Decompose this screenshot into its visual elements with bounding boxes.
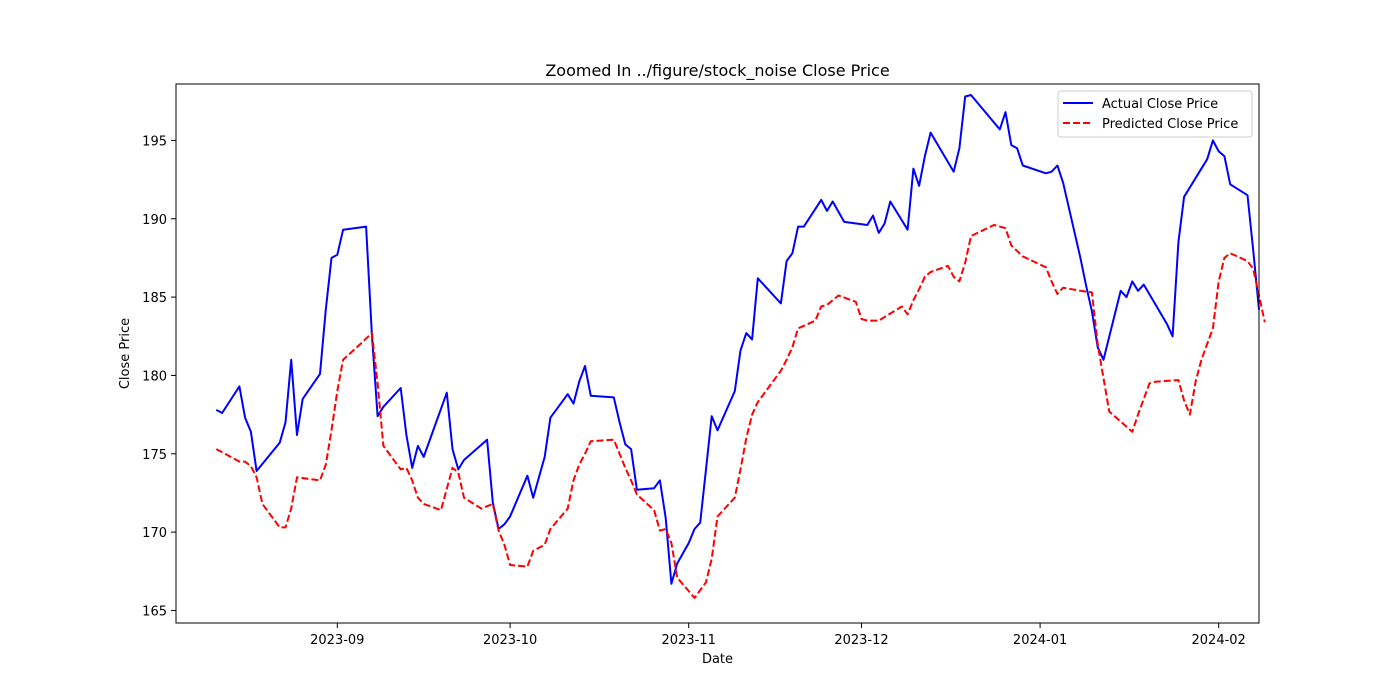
- x-tick-label: 2024-02: [1192, 633, 1246, 648]
- legend-label-predicted: Predicted Close Price: [1102, 117, 1238, 132]
- legend-label-actual: Actual Close Price: [1102, 97, 1218, 112]
- x-axis-label: Date: [702, 652, 733, 667]
- y-tick-label: 165: [142, 604, 167, 619]
- y-tick-label: 190: [142, 213, 167, 228]
- y-tick-label: 170: [142, 526, 167, 541]
- x-axis: 2023-09 2023-10 2023-11 2023-12 2024-01 2024-…: [310, 623, 1246, 648]
- x-tick-label: 2023-09: [310, 633, 364, 648]
- y-tick-label: 180: [142, 369, 167, 384]
- series-line-predicted: [215, 224, 1266, 599]
- x-tick-label: 2024-01: [1013, 633, 1067, 648]
- y-tick-label: 195: [142, 134, 167, 149]
- y-axis: 165 170 175 180 185 190 195: [142, 134, 176, 619]
- series-line-actual: [215, 94, 1260, 585]
- y-tick-label: 175: [142, 448, 167, 463]
- plot-frame: [175, 83, 1260, 624]
- chart-title: Zoomed In ../figure/stock_noise Close Pr…: [545, 61, 889, 81]
- y-tick-label: 185: [142, 291, 167, 306]
- x-tick-label: 2023-11: [662, 633, 716, 648]
- y-axis-label: Close Price: [118, 318, 133, 389]
- x-tick-label: 2023-10: [483, 633, 537, 648]
- legend: Actual Close Price Predicted Close Price: [1057, 90, 1253, 138]
- legend-box: [1057, 90, 1253, 138]
- x-tick-label: 2023-12: [834, 633, 888, 648]
- series-layer: [215, 94, 1266, 599]
